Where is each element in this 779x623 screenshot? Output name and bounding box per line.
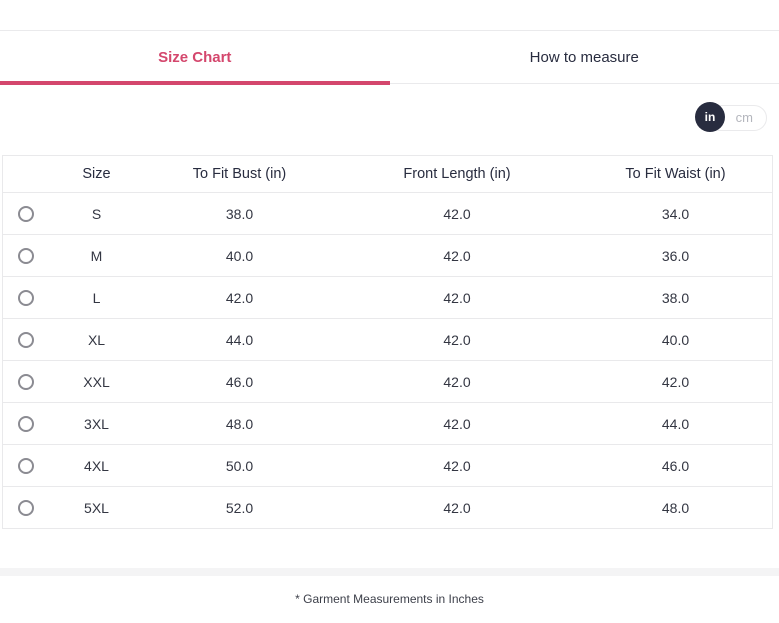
size-cell: L [92, 289, 101, 306]
table-row: XL 44.0 42.0 40.0 [3, 319, 772, 361]
waist-cell: 42.0 [661, 373, 690, 390]
front-length-cell: 42.0 [443, 499, 471, 516]
size-cell: 5XL [84, 499, 109, 516]
size-radio[interactable] [18, 415, 34, 432]
unit-cm-button[interactable]: cm [735, 110, 753, 125]
waist-cell: 34.0 [661, 205, 690, 222]
bust-cell: 46.0 [225, 373, 254, 390]
front-length-cell: 42.0 [443, 205, 471, 222]
tab-how-to-measure[interactable]: How to measure [390, 31, 779, 83]
header-front-length: Front Length (in) [403, 166, 511, 182]
table-row: 3XL 48.0 42.0 44.0 [3, 403, 772, 445]
bust-cell: 40.0 [225, 247, 254, 264]
waist-cell: 48.0 [661, 499, 690, 516]
size-cell: 3XL [84, 415, 109, 432]
footer-divider [0, 568, 779, 576]
unit-toggle-row: cm in [0, 84, 779, 135]
front-length-cell: 42.0 [443, 289, 471, 306]
table-row: L 42.0 42.0 38.0 [3, 277, 772, 319]
bust-cell: 42.0 [225, 289, 254, 306]
waist-cell: 44.0 [661, 415, 690, 432]
top-spacer [0, 0, 779, 30]
front-length-cell: 42.0 [443, 415, 471, 432]
bust-cell: 50.0 [225, 457, 254, 474]
table-row: XXL 46.0 42.0 42.0 [3, 361, 772, 403]
size-cell: M [90, 247, 103, 264]
table-row: 5XL 52.0 42.0 48.0 [3, 487, 772, 529]
size-radio[interactable] [18, 499, 34, 516]
waist-cell: 38.0 [661, 289, 690, 306]
size-radio[interactable] [18, 373, 34, 390]
size-cell: XL [87, 331, 106, 348]
measurement-note: * Garment Measurements in Inches [295, 592, 484, 606]
size-radio[interactable] [18, 289, 34, 306]
table-header-row: Size To Fit Bust (in) Front Length (in) … [3, 155, 772, 193]
size-cell: S [91, 205, 102, 222]
waist-cell: 46.0 [661, 457, 690, 474]
table-row: S 38.0 42.0 34.0 [3, 193, 772, 235]
tab-how-to-measure-label: How to measure [529, 48, 639, 66]
table-row: 4XL 50.0 42.0 46.0 [3, 445, 772, 487]
size-chart-table: Size To Fit Bust (in) Front Length (in) … [2, 155, 773, 529]
size-radio[interactable] [18, 457, 34, 474]
front-length-cell: 42.0 [443, 247, 471, 264]
tab-bar: Size Chart How to measure [0, 30, 779, 85]
front-length-cell: 42.0 [443, 457, 471, 474]
bust-cell: 48.0 [225, 415, 254, 432]
unit-in-button[interactable]: in [695, 102, 725, 132]
header-size: Size [82, 166, 111, 182]
front-length-cell: 42.0 [443, 373, 471, 390]
bust-cell: 44.0 [225, 331, 254, 348]
size-cell: XXL [83, 373, 110, 390]
tab-size-chart-label: Size Chart [158, 48, 232, 66]
size-radio[interactable] [18, 331, 34, 348]
size-radio[interactable] [18, 205, 34, 222]
tab-size-chart[interactable]: Size Chart [0, 31, 390, 85]
size-radio[interactable] [18, 247, 34, 264]
unit-toggle[interactable]: cm in [695, 102, 767, 132]
header-waist: To Fit Waist (in) [625, 166, 726, 182]
bust-cell: 38.0 [225, 205, 254, 222]
table-row: M 40.0 42.0 36.0 [3, 235, 772, 277]
front-length-cell: 42.0 [443, 331, 471, 348]
bust-cell: 52.0 [225, 499, 254, 516]
waist-cell: 36.0 [661, 247, 690, 264]
size-cell: 4XL [84, 457, 109, 474]
waist-cell: 40.0 [661, 331, 690, 348]
header-bust: To Fit Bust (in) [192, 166, 287, 182]
